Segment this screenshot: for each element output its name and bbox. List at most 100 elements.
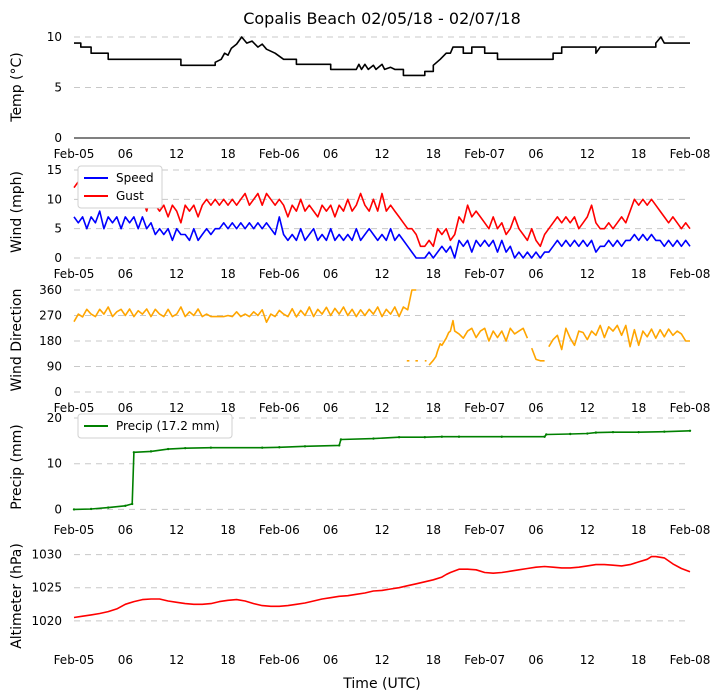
precip-point bbox=[89, 507, 93, 511]
precip-x-tick-label: 12 bbox=[374, 523, 389, 537]
wind-x-tick-label: Feb-07 bbox=[464, 267, 505, 281]
direction-x-tick-label: 12 bbox=[169, 401, 184, 415]
temp-y-axis-title: Temp (°C) bbox=[9, 52, 25, 122]
altimeter-x-tick-label: 12 bbox=[580, 653, 595, 667]
precip-legend-label: Precip (17.2 mm) bbox=[116, 419, 220, 433]
precip-y-ticks: 0 10 20 bbox=[47, 411, 62, 516]
precip-point bbox=[586, 432, 589, 435]
wind-x-tick-label: Feb-08 bbox=[670, 267, 711, 281]
direction-y-tick-label: 90 bbox=[47, 360, 62, 374]
wind-x-tick-label: Feb-06 bbox=[259, 267, 300, 281]
altimeter-x-tick-label: 06 bbox=[323, 653, 338, 667]
precip-y-axis-title: Precip (mm) bbox=[9, 424, 25, 509]
direction-x-tick-label: 18 bbox=[426, 401, 441, 415]
temp-x-ticks: Feb-05 06 12 18 Feb-06 06 12 18 Feb-07 06 12 18 Feb-… bbox=[54, 147, 711, 161]
precip-point bbox=[339, 438, 343, 441]
direction-x-tick-label: Feb-05 bbox=[54, 401, 95, 415]
wind-x-tick-label: 18 bbox=[426, 267, 441, 281]
precip-series-precip bbox=[73, 430, 691, 511]
direction-x-tick-label: 18 bbox=[220, 401, 235, 415]
altimeter-grid bbox=[74, 554, 690, 622]
wind-x-tick-label: 06 bbox=[528, 267, 543, 281]
precip-point bbox=[372, 437, 375, 440]
precip-point bbox=[569, 432, 572, 436]
precip-point bbox=[303, 445, 307, 448]
precip-point bbox=[124, 504, 127, 507]
wind-y-tick-label: 10 bbox=[47, 192, 62, 206]
temp-series-line bbox=[74, 36, 690, 77]
precip-legend: Precip (17.2 mm) bbox=[77, 413, 233, 439]
direction-x-tick-label: Feb-06 bbox=[259, 401, 300, 415]
wind-x-tick-label: 12 bbox=[374, 267, 389, 281]
wind-y-tick-label: 15 bbox=[47, 163, 62, 177]
direction-x-tick-label: 06 bbox=[118, 401, 133, 415]
temp-grid bbox=[74, 36, 690, 139]
precip-y-tick-label: 10 bbox=[47, 457, 62, 471]
direction-series-line bbox=[530, 347, 545, 362]
wind-legend-label: Speed bbox=[116, 171, 154, 185]
precip-point bbox=[423, 436, 426, 439]
altimeter-x-tick-label: 06 bbox=[118, 653, 133, 667]
direction-y-tick-label: 270 bbox=[39, 309, 62, 323]
precip-point bbox=[132, 451, 136, 454]
wind-legend-box bbox=[77, 165, 163, 209]
wind-legend: Speed Gust bbox=[77, 165, 163, 209]
temp-x-tick-label: Feb-07 bbox=[464, 147, 505, 161]
precip-point bbox=[688, 429, 692, 432]
altimeter-x-tick-label: 18 bbox=[220, 653, 235, 667]
precip-point bbox=[338, 444, 341, 447]
direction-x-tick-label: Feb-07 bbox=[464, 401, 505, 415]
wind-series-speed bbox=[73, 210, 691, 259]
direction-x-ticks: Feb-05 06 12 18 Feb-06 06 12 18 Feb-07 06 12 18 Feb-… bbox=[54, 401, 711, 415]
direction-x-tick-label: 12 bbox=[580, 401, 595, 415]
direction-x-tick-label: 18 bbox=[631, 401, 646, 415]
precip-legend-box bbox=[77, 413, 233, 439]
wind-series-gust bbox=[73, 180, 691, 248]
altimeter-x-tick-label: Feb-07 bbox=[464, 653, 505, 667]
precip-point bbox=[149, 450, 153, 453]
wind-x-tick-label: 06 bbox=[323, 267, 338, 281]
precip-x-tick-label: 06 bbox=[528, 523, 543, 537]
precip-point bbox=[261, 446, 264, 449]
altimeter-y-tick-label: 1025 bbox=[31, 581, 62, 595]
precip-x-tick-label: Feb-08 bbox=[670, 523, 711, 537]
wind-y-tick-label: 5 bbox=[54, 222, 62, 236]
direction-series-line bbox=[73, 289, 417, 324]
precip-line bbox=[72, 429, 692, 511]
direction-series-line bbox=[428, 319, 529, 366]
altimeter-y-ticks: 1020 1025 1030 bbox=[31, 548, 62, 628]
wind-x-tick-label: 18 bbox=[631, 267, 646, 281]
figure-title: Copalis Beach 02/05/18 - 02/07/18 bbox=[243, 9, 521, 28]
panel-temp: 0 5 10 Feb-05 06 12 18 Feb-06 06 12 18 Feb-07 06 12 1… bbox=[9, 30, 710, 161]
precip-x-tick-label: Feb-05 bbox=[54, 523, 95, 537]
precip-x-tick-label: Feb-06 bbox=[259, 523, 300, 537]
precip-x-tick-label: 18 bbox=[426, 523, 441, 537]
precip-point bbox=[130, 502, 134, 506]
temp-y-ticks: 0 5 10 bbox=[47, 30, 62, 145]
temp-x-tick-label: 06 bbox=[528, 147, 543, 161]
precip-point bbox=[637, 430, 640, 434]
precip-point bbox=[440, 435, 444, 438]
precip-point bbox=[209, 446, 213, 449]
direction-series-line bbox=[548, 324, 690, 351]
altimeter-x-tick-label: 12 bbox=[169, 653, 184, 667]
direction-y-ticks: 0 90 180 270 360 bbox=[39, 283, 62, 399]
precip-point bbox=[72, 508, 76, 511]
direction-y-axis-title: Wind Direction bbox=[9, 289, 25, 392]
precip-x-tick-label: 18 bbox=[220, 523, 235, 537]
altimeter-y-axis-title: Altimeter (hPa) bbox=[9, 543, 25, 649]
direction-y-tick-label: 180 bbox=[39, 334, 62, 348]
x-axis-title: Time (UTC) bbox=[342, 676, 420, 692]
wind-x-tick-label: 18 bbox=[220, 267, 235, 281]
temp-x-tick-label: Feb-08 bbox=[670, 147, 711, 161]
precip-point bbox=[611, 430, 615, 434]
temp-x-tick-label: 06 bbox=[323, 147, 338, 161]
temp-y-tick-label: 10 bbox=[47, 30, 62, 44]
precip-x-tick-label: 12 bbox=[169, 523, 184, 537]
altimeter-x-tick-label: Feb-08 bbox=[670, 653, 711, 667]
temp-x-tick-label: 06 bbox=[118, 147, 133, 161]
precip-point bbox=[278, 446, 281, 449]
temp-x-tick-label: 12 bbox=[374, 147, 389, 161]
precip-x-ticks: Feb-05 06 12 18 Feb-06 06 12 18 Feb-07 06 12 18 Feb-… bbox=[54, 523, 711, 537]
